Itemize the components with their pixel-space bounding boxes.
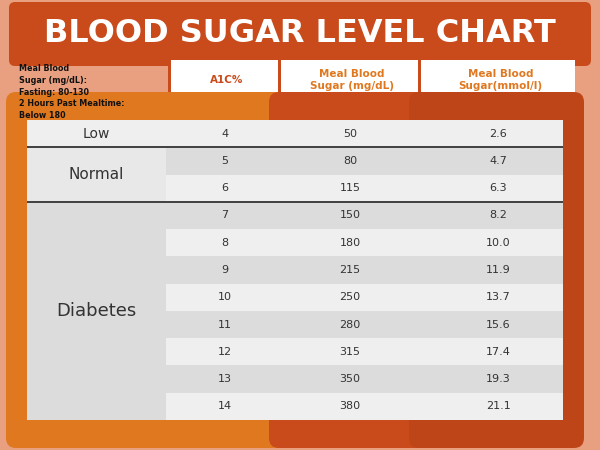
Text: 4: 4 — [221, 129, 229, 139]
Text: 2.6: 2.6 — [490, 129, 508, 139]
Bar — [27, 365, 563, 393]
Text: 350: 350 — [340, 374, 361, 384]
Bar — [418, 60, 421, 100]
Text: 7: 7 — [221, 211, 229, 220]
Text: 250: 250 — [340, 292, 361, 302]
Bar — [418, 60, 575, 100]
Bar — [27, 175, 563, 202]
Text: 15.6: 15.6 — [486, 320, 511, 329]
FancyBboxPatch shape — [6, 92, 177, 448]
Bar — [27, 311, 563, 338]
Text: BLOOD SUGAR LEVEL CHART: BLOOD SUGAR LEVEL CHART — [44, 18, 556, 50]
Text: 380: 380 — [340, 401, 361, 411]
Bar — [27, 146, 563, 148]
Bar — [27, 338, 563, 365]
Text: 17.4: 17.4 — [486, 347, 511, 357]
Text: 19.3: 19.3 — [486, 374, 511, 384]
Text: 6: 6 — [221, 183, 229, 193]
FancyBboxPatch shape — [9, 2, 591, 66]
Text: 10: 10 — [218, 292, 232, 302]
Text: 11: 11 — [218, 320, 232, 329]
Bar — [27, 229, 563, 256]
Text: 8: 8 — [221, 238, 229, 248]
Bar — [27, 256, 563, 284]
Text: Diabetes: Diabetes — [56, 302, 137, 320]
Text: 5: 5 — [221, 156, 229, 166]
Text: 6.3: 6.3 — [490, 183, 508, 193]
Text: 10.0: 10.0 — [486, 238, 511, 248]
Text: 180: 180 — [340, 238, 361, 248]
Bar — [27, 284, 563, 311]
Text: 50: 50 — [343, 129, 357, 139]
Text: 4.7: 4.7 — [490, 156, 508, 166]
Text: Low: Low — [83, 126, 110, 141]
FancyBboxPatch shape — [409, 92, 584, 448]
Text: 13.7: 13.7 — [486, 292, 511, 302]
Text: 80: 80 — [343, 156, 357, 166]
Bar — [278, 60, 418, 100]
Bar — [27, 202, 166, 420]
Text: Meal Blood
Sugar(mmol/l): Meal Blood Sugar(mmol/l) — [458, 69, 542, 91]
Text: 13: 13 — [218, 374, 232, 384]
Bar — [27, 120, 563, 147]
Text: 8.2: 8.2 — [490, 211, 508, 220]
Bar — [27, 147, 563, 175]
Bar — [27, 147, 166, 202]
Text: 115: 115 — [340, 183, 361, 193]
Text: Normal: Normal — [69, 167, 124, 182]
Bar — [27, 201, 563, 203]
Text: 12: 12 — [218, 347, 232, 357]
Text: A1C%: A1C% — [211, 75, 244, 85]
Text: 280: 280 — [340, 320, 361, 329]
FancyBboxPatch shape — [159, 92, 287, 448]
Bar — [278, 60, 281, 100]
Bar — [168, 60, 278, 100]
Bar — [27, 393, 563, 420]
Bar — [27, 202, 563, 229]
Text: Meal Blood
Sugar (mg/dL):
Fasting: 80-130
2 Hours Past Mealtime:
Below 180: Meal Blood Sugar (mg/dL): Fasting: 80-13… — [19, 64, 125, 120]
Bar — [168, 60, 171, 100]
Text: 14: 14 — [218, 401, 232, 411]
Text: 150: 150 — [340, 211, 361, 220]
Text: 315: 315 — [340, 347, 361, 357]
Text: 21.1: 21.1 — [486, 401, 511, 411]
FancyBboxPatch shape — [269, 92, 427, 448]
Text: 11.9: 11.9 — [486, 265, 511, 275]
Text: 215: 215 — [340, 265, 361, 275]
Text: Meal Blood
Sugar (mg/dL): Meal Blood Sugar (mg/dL) — [310, 69, 394, 91]
Bar — [27, 120, 166, 147]
Text: 9: 9 — [221, 265, 229, 275]
